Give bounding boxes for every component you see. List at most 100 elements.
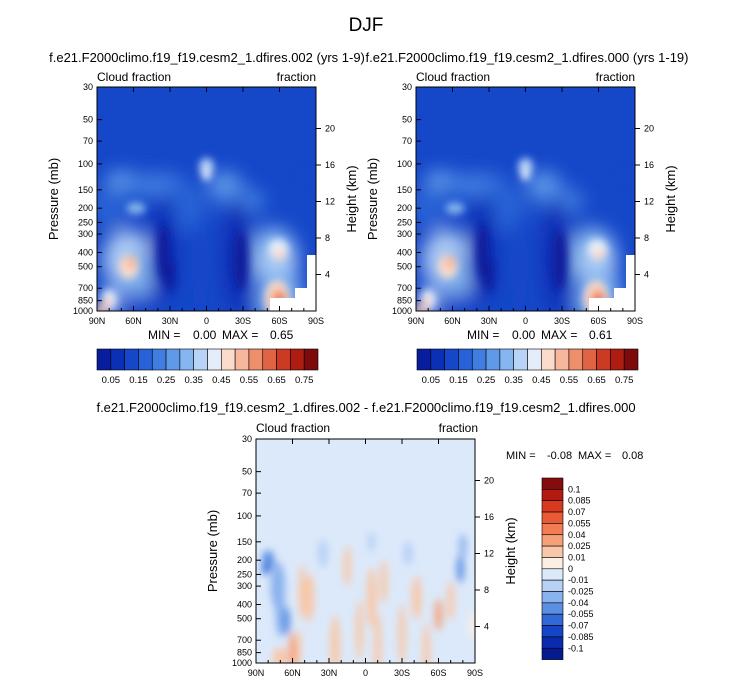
y2-tick-label: 8 [644, 233, 649, 243]
colorbar-box [262, 348, 277, 371]
y-tick-label: 300 [237, 581, 252, 591]
x-tick-label: 30N [162, 316, 179, 326]
y-tick-label: 250 [397, 217, 412, 227]
colorbar-label: 0.25 [477, 375, 496, 386]
contour-region [273, 248, 286, 261]
panel-2-stats: MIN = 0.00 MAX = 0.61 [467, 328, 613, 342]
contour-region [552, 229, 567, 290]
y-tick-label: 700 [397, 283, 412, 293]
y-tick-label: 150 [78, 185, 93, 195]
colorbar-box [458, 348, 473, 371]
panel-3: f.e21.F2000climo.f19_f19.cesm2_1.dfires.… [96, 400, 643, 678]
contour-region [445, 255, 455, 270]
contour-region [422, 297, 430, 308]
contour-region [98, 307, 108, 311]
colorbar-box [541, 647, 564, 660]
panel-2-max-label: MAX = [541, 328, 577, 342]
contour-region [201, 170, 212, 181]
y-tick-label: 100 [237, 511, 252, 521]
contour-region [613, 169, 633, 182]
contour-region [199, 158, 214, 177]
panel-1-max-value: 0.65 [270, 328, 294, 342]
x-tick-label: 90S [308, 316, 324, 326]
colorbar-label: 0.45 [532, 375, 551, 386]
y-tick-label: 300 [78, 229, 93, 239]
panel-1-missing-region [307, 255, 316, 311]
colorbar-box [444, 348, 459, 371]
panel-1-min-value: 0.00 [193, 328, 217, 342]
colorbar-label: 0.055 [568, 518, 591, 528]
contour-region [592, 248, 605, 261]
y-tick-label: 70 [402, 136, 412, 146]
contour-region [484, 259, 494, 292]
y-tick-label: 50 [83, 115, 93, 125]
y2-tick-label: 12 [325, 196, 335, 206]
y-tick-label: 500 [78, 262, 93, 272]
contour-region [97, 190, 132, 227]
panel-3-stats: MIN = -0.08 MAX = 0.08 [506, 450, 643, 462]
contour-region [103, 298, 237, 311]
colorbar-label: 0.15 [129, 375, 148, 386]
colorbar-box [541, 500, 564, 513]
colorbar-label: 0.04 [568, 530, 586, 540]
contour-region [103, 297, 111, 308]
contour-region [403, 541, 413, 566]
panel-2-ylabel: Pressure (mb) [365, 158, 380, 240]
colorbar-label: 0.65 [587, 375, 606, 386]
contour-region [447, 581, 455, 622]
panel-1-axes: 90N 60N 30N 0 30S 60S 90S 30 50 70 100 150 200 250 300… [73, 82, 335, 326]
colorbar-box [582, 348, 597, 371]
panel-3-axes: 90N 60N 30N 0 30S 60S 90S 30 50 70 100 150 200 250 300… [232, 434, 494, 678]
y-tick-label: 850 [78, 296, 93, 306]
colorbar-label: -0.04 [568, 598, 589, 608]
panel-2-missing-region [589, 298, 616, 311]
contour-region [233, 229, 248, 290]
colorbar-box [554, 348, 570, 371]
colorbar-box [96, 348, 112, 371]
colorbar-box [541, 613, 564, 626]
colorbar-box [541, 534, 564, 547]
colorbar-box [596, 348, 611, 371]
colorbar-label: 0.55 [560, 375, 579, 386]
x-tick-label: 90S [627, 316, 643, 326]
panel-1-missing-region [270, 298, 297, 311]
colorbar-label: 0.65 [267, 375, 286, 386]
panel-1-y2label: Height (km) [344, 165, 359, 232]
colorbar-box [541, 591, 564, 604]
contour-region [330, 615, 340, 663]
figure-title: DJF [349, 15, 384, 36]
colorbar-box [193, 348, 208, 371]
y-tick-label: 200 [78, 203, 93, 213]
x-tick-label: 90S [467, 668, 483, 678]
y2-tick-label: 8 [325, 233, 330, 243]
contour-region [355, 600, 364, 661]
x-tick-label: 60N [125, 316, 142, 326]
y-tick-label: 1000 [232, 658, 252, 668]
colorbar-box [207, 348, 222, 371]
colorbar-box [179, 348, 194, 371]
colorbar-box [234, 348, 250, 371]
contour-region [504, 220, 535, 309]
panel-2-min-value: 0.00 [512, 328, 536, 342]
panel-2-min-label: MIN = [467, 328, 499, 342]
y-tick-label: 300 [397, 229, 412, 239]
contour-region [520, 170, 531, 181]
y-tick-label: 150 [237, 537, 252, 547]
panel-2-missing-region [614, 288, 628, 311]
colorbar-label: 0.45 [212, 375, 231, 386]
colorbar-box [541, 568, 564, 581]
panel-2-max-value: 0.61 [589, 328, 613, 342]
panel-1-right-label: fraction [277, 70, 316, 84]
colorbar-label: 0.05 [422, 375, 441, 386]
contour-region [366, 567, 377, 628]
y2-tick-label: 16 [644, 160, 654, 170]
panel-3-field [256, 439, 475, 663]
panel-2-field [416, 87, 635, 311]
contour-region [367, 531, 376, 552]
panel-1-field [97, 87, 316, 311]
colorbar-label: 0.35 [504, 375, 523, 386]
y-tick-label: 30 [83, 82, 93, 92]
colorbar-box [151, 348, 167, 371]
y2-tick-label: 4 [325, 269, 330, 279]
panel-1-title: f.e21.F2000climo.f19_f19.cesm2_1.dfires.… [49, 50, 365, 65]
